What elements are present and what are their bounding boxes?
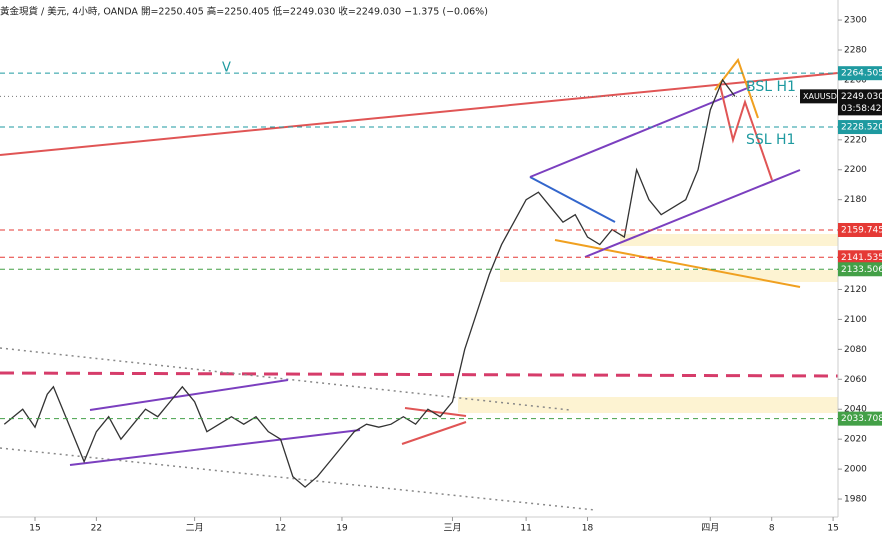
y-tick-label: 1980: [844, 495, 867, 505]
price-tag-label: 2133.506: [841, 265, 882, 275]
last-price-tag: [838, 89, 882, 116]
x-tick-label: 8: [769, 524, 775, 534]
price-tag: [838, 120, 882, 135]
annotation: SSL H1: [746, 132, 795, 148]
x-tick-label: 三月: [443, 523, 461, 534]
price-tag: [838, 262, 882, 277]
y-tick-label: 2260: [844, 75, 867, 85]
plot-area: [0, 0, 838, 517]
symbol-label: XAUUSD: [803, 92, 837, 101]
header: 黃金現貨 / 美元, 4小時, OANDA 開=2250.405 高=2250.…: [0, 6, 488, 18]
x-tick-label: 11: [520, 524, 531, 534]
y-tick-label: 2120: [844, 285, 867, 295]
y-tick-label: 2280: [844, 45, 867, 55]
x-tick-label: 18: [582, 524, 594, 534]
price-tag: [838, 250, 882, 265]
x-tick-label: 四月: [701, 523, 719, 534]
x-tick-label: 12: [275, 524, 286, 534]
x-tick-label: 22: [91, 524, 102, 534]
y-tick-label: 2000: [844, 465, 867, 475]
annotation: BSL H1: [746, 79, 796, 95]
price-tag-label: 2228.520: [841, 123, 882, 133]
x-tick-label: 15: [29, 524, 40, 534]
y-tick-label: 2060: [844, 375, 867, 385]
countdown: 03:58:42: [841, 104, 881, 114]
y-tick-label: 2200: [844, 165, 867, 175]
x-tick-label: 19: [336, 524, 348, 534]
y-tick-label: 2220: [844, 135, 867, 145]
price-tag: [838, 222, 882, 237]
price-tag: [838, 411, 882, 426]
y-tick-label: 2100: [844, 315, 867, 325]
price-tag-label: 2033.708: [841, 414, 882, 424]
price-tag-label: 2159.745: [841, 225, 882, 235]
x-tick-label: 15: [827, 524, 838, 534]
y-tick-label: 2040: [844, 405, 867, 415]
y-tick-label: 2020: [844, 435, 867, 445]
price-tag-label: 2141.535: [841, 253, 882, 263]
y-tick-label: 2300: [844, 16, 867, 26]
last-price-label: 2249.030: [841, 92, 882, 102]
symbol-tag: [800, 89, 837, 104]
y-tick-label: 2180: [844, 195, 867, 205]
annotation: V: [222, 61, 231, 76]
price-tag: [838, 66, 882, 81]
price-tag-label: 2264.505: [841, 69, 882, 79]
x-tick-label: 二月: [186, 523, 204, 534]
y-tick-label: 2080: [844, 345, 867, 355]
